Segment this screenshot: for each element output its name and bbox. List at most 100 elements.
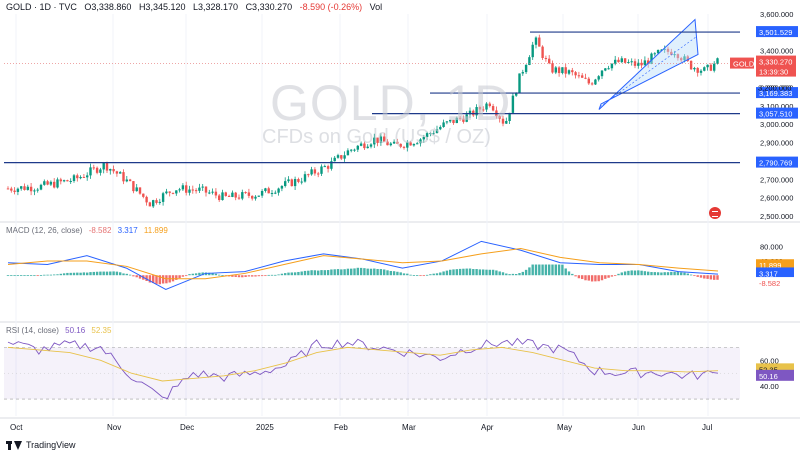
candle-body	[392, 141, 396, 144]
candle-body	[13, 190, 16, 192]
macd-histogram-bar	[617, 273, 620, 276]
macd-histogram-bar	[161, 275, 165, 284]
candle-body	[604, 68, 607, 71]
level-label: 3,057.510	[759, 110, 792, 119]
macd-histogram-bar	[597, 275, 600, 282]
volume-label[interactable]: Vol	[369, 2, 383, 12]
candle-body	[132, 181, 135, 192]
candle-body	[607, 68, 610, 70]
candle-body	[284, 181, 287, 186]
macd-histogram-bar	[260, 275, 264, 277]
macd-histogram-bar	[33, 275, 36, 277]
rsi-header[interactable]: RSI (14, close) 50.16 52.35	[6, 326, 111, 335]
candle-body	[643, 60, 647, 66]
candle-body	[587, 78, 590, 84]
candle-body	[221, 192, 224, 201]
candle-body	[353, 149, 356, 151]
tradingview-logo[interactable]: TradingView	[6, 440, 76, 450]
macd-histogram-bar	[300, 271, 303, 276]
candle-body	[20, 186, 23, 189]
macd-histogram-bar	[465, 268, 468, 276]
candle-body	[369, 144, 373, 147]
macd-histogram-bar	[53, 274, 56, 276]
candle-body	[320, 166, 323, 174]
y-tick-label: 2,500.000	[760, 212, 793, 221]
candle-body	[508, 112, 511, 121]
tradingview-brand: TradingView	[26, 440, 76, 450]
candle-body	[462, 118, 465, 122]
macd-histogram-bar	[554, 264, 557, 276]
macd-histogram-bar	[366, 268, 369, 276]
macd-histogram-bar	[119, 272, 122, 276]
macd-histogram-bar	[620, 272, 623, 276]
candle-body	[317, 173, 320, 175]
candle-body	[211, 191, 214, 193]
candle-body	[49, 181, 53, 185]
macd-histogram-bar	[574, 275, 577, 277]
candle-body	[637, 62, 640, 66]
candle-body	[152, 200, 155, 207]
macd-histogram-bar	[630, 270, 633, 276]
candle-body	[224, 192, 227, 196]
candle-body	[69, 180, 72, 182]
candle-body	[491, 106, 495, 111]
macd-histogram-bar	[320, 270, 323, 276]
macd-histogram-bar	[244, 275, 247, 277]
macd-histogram-bar	[102, 271, 105, 276]
macd-histogram-bar	[435, 273, 439, 276]
countdown-tag-bg	[756, 65, 796, 77]
macd-histogram-bar	[406, 273, 409, 276]
candle-body	[713, 63, 716, 71]
level-label-bg	[756, 26, 798, 38]
candle-body	[412, 143, 416, 146]
macd-histogram-bar	[498, 271, 501, 276]
macd-histogram-bar	[379, 269, 383, 276]
macd-histogram-bar	[359, 267, 363, 276]
candle-body	[409, 142, 412, 146]
candle-body	[571, 70, 574, 73]
macd-histogram-bar	[112, 271, 115, 276]
macd-histogram-bar	[333, 269, 336, 276]
candle-body	[706, 64, 709, 68]
candle-body	[92, 167, 95, 169]
candle-body	[313, 169, 317, 174]
macd-histogram-bar	[105, 271, 109, 276]
candle-body	[699, 70, 703, 73]
countdown-tag: 13:39:30	[759, 68, 788, 77]
macd-header[interactable]: MACD (12, 26, close) -8.582 3.317 11.899	[6, 226, 168, 235]
candle-body	[350, 149, 353, 151]
macd-histogram-bar	[23, 275, 26, 277]
candle-body	[614, 59, 617, 64]
candle-body	[515, 92, 518, 96]
macd-histogram-bar	[214, 273, 218, 276]
macd-histogram-bar	[92, 271, 95, 276]
candle-body	[165, 191, 168, 194]
candle-body	[89, 167, 92, 176]
macd-signal-tag-bg	[756, 259, 794, 271]
macd-histogram-bar	[284, 273, 287, 276]
candle-body	[102, 163, 105, 170]
candle-body	[33, 190, 36, 192]
candle-body	[53, 181, 56, 188]
macd-histogram-bar	[145, 275, 148, 282]
candle-body	[23, 186, 26, 190]
earnings-flag-icon[interactable]	[709, 207, 721, 219]
tradingview-icon	[6, 440, 22, 450]
macd-histogram-bar	[534, 264, 538, 276]
candle-body	[475, 107, 478, 116]
symbol-name[interactable]: GOLD · 1D · TVC	[6, 2, 77, 12]
candle-body	[600, 70, 604, 77]
macd-histogram-bar	[703, 275, 706, 279]
macd-histogram-bar	[472, 269, 475, 276]
macd-histogram-bar	[699, 275, 703, 278]
level-label: 3,169.383	[759, 89, 792, 98]
candle-body	[521, 72, 524, 74]
candle-body	[185, 185, 188, 193]
macd-histogram-bar	[79, 272, 82, 276]
macd-histogram-bar	[132, 275, 135, 277]
macd-histogram-bar	[660, 272, 663, 276]
candle-body	[76, 175, 79, 179]
candle-body	[16, 188, 20, 192]
candle-body	[247, 192, 251, 196]
